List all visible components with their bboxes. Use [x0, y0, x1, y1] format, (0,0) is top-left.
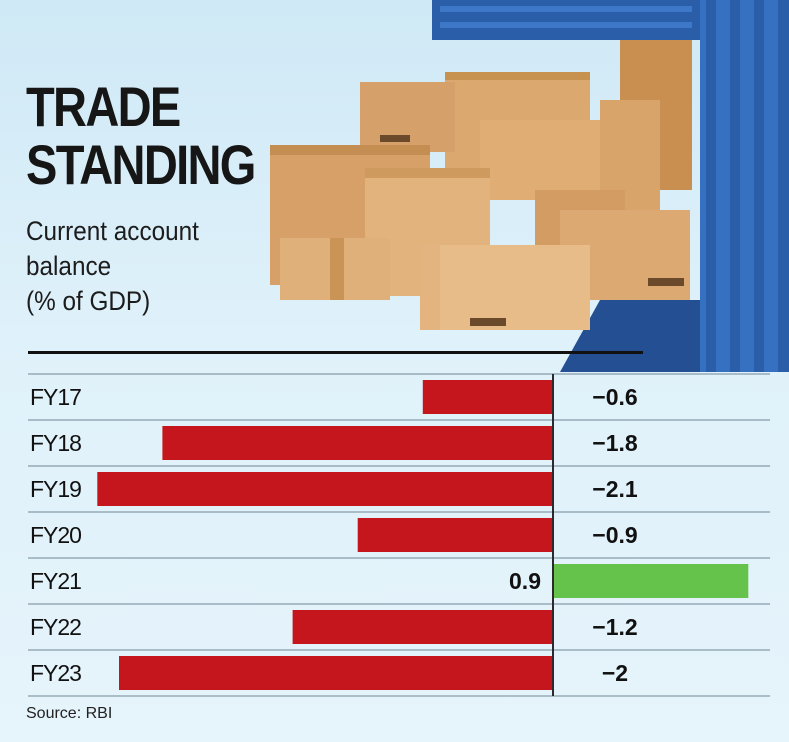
- category-label: FY20: [30, 522, 81, 548]
- data-label: 0.9: [509, 568, 541, 594]
- bar: [162, 426, 553, 460]
- category-label: FY22: [30, 614, 81, 640]
- source-note: Source: RBI: [26, 705, 113, 722]
- bar: [357, 518, 553, 552]
- bar: [422, 380, 553, 414]
- shipping-container-illustration: [270, 0, 789, 372]
- subtitle-line-2: balance: [26, 251, 112, 281]
- data-label: −1.8: [592, 430, 638, 456]
- data-label: −1.2: [592, 614, 637, 640]
- chart-title: TRADE STANDING: [26, 75, 256, 196]
- category-label: FY17: [30, 384, 81, 410]
- header-divider: [28, 351, 643, 354]
- cardboard-boxes-icon: [270, 40, 692, 330]
- category-label: FY21: [30, 568, 81, 594]
- data-label: −0.9: [592, 522, 637, 548]
- data-label: −2: [602, 660, 628, 686]
- title-line-2: STANDING: [26, 133, 256, 196]
- chart-subtitle: Current account balance (% of GDP): [26, 214, 260, 319]
- bar: [553, 564, 749, 598]
- category-label: FY23: [30, 660, 81, 686]
- bar: [292, 610, 553, 644]
- subtitle-line-1: Current account: [26, 216, 199, 246]
- category-label: FY19: [30, 476, 81, 502]
- bar: [97, 472, 554, 506]
- title-line-1: TRADE: [26, 75, 181, 138]
- bar-chart: FY17 −0.6 FY18 −1.8 FY19 −2.1 FY20 −0.9 FY21 0.9 F…: [28, 373, 770, 697]
- data-label: −2.1: [592, 476, 638, 502]
- category-label: FY18: [30, 430, 81, 456]
- container-icon: [432, 0, 789, 372]
- data-label: −0.6: [592, 384, 637, 410]
- subtitle-line-3: (% of GDP): [26, 286, 151, 316]
- bar: [119, 656, 553, 690]
